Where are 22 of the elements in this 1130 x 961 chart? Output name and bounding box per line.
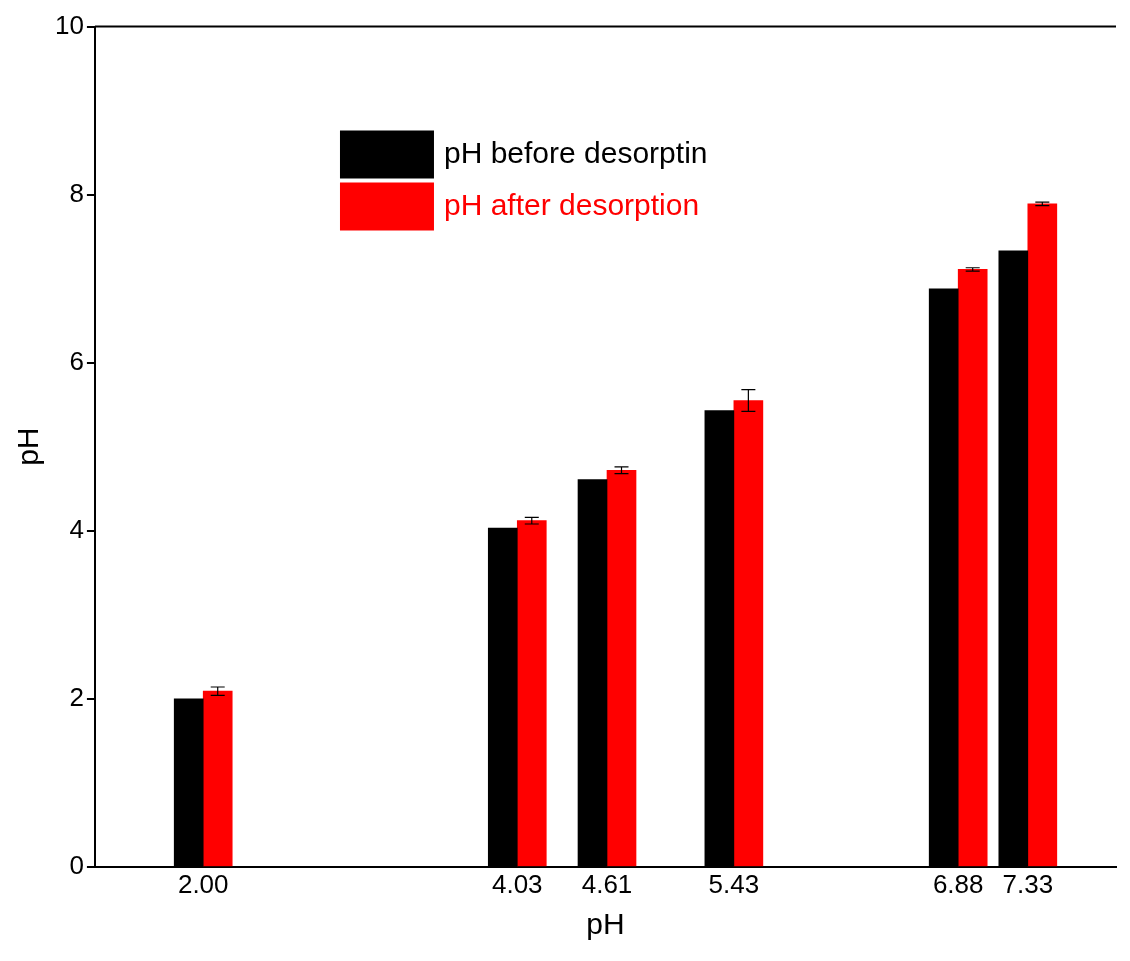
bar (606, 469, 637, 867)
bar (202, 690, 233, 867)
y-tick-label: 4 (69, 513, 84, 544)
x-tick-label: 4.03 (491, 868, 543, 899)
x-axis-title: pH (586, 907, 625, 941)
x-tick-label: 5.43 (708, 868, 760, 899)
x-tick-label: 4.61 (581, 868, 633, 899)
x-tick-label: 6.88 (932, 868, 984, 899)
legend-label: pH before desorptin (443, 135, 708, 169)
y-tick-label: 0 (69, 849, 84, 880)
bar (1027, 203, 1058, 867)
bar (516, 520, 547, 867)
legend-label: pH after desorption (443, 187, 700, 221)
x-tick-label: 2.00 (177, 868, 229, 899)
y-tick-label: 10 (55, 9, 84, 40)
x-tick-label: 7.33 (1002, 868, 1054, 899)
y-tick-label: 8 (69, 177, 84, 208)
y-tick-label: 6 (69, 345, 84, 376)
y-axis-title: pH (11, 427, 45, 466)
bar (957, 269, 988, 867)
bar (733, 400, 764, 867)
y-tick-label: 2 (69, 681, 84, 712)
